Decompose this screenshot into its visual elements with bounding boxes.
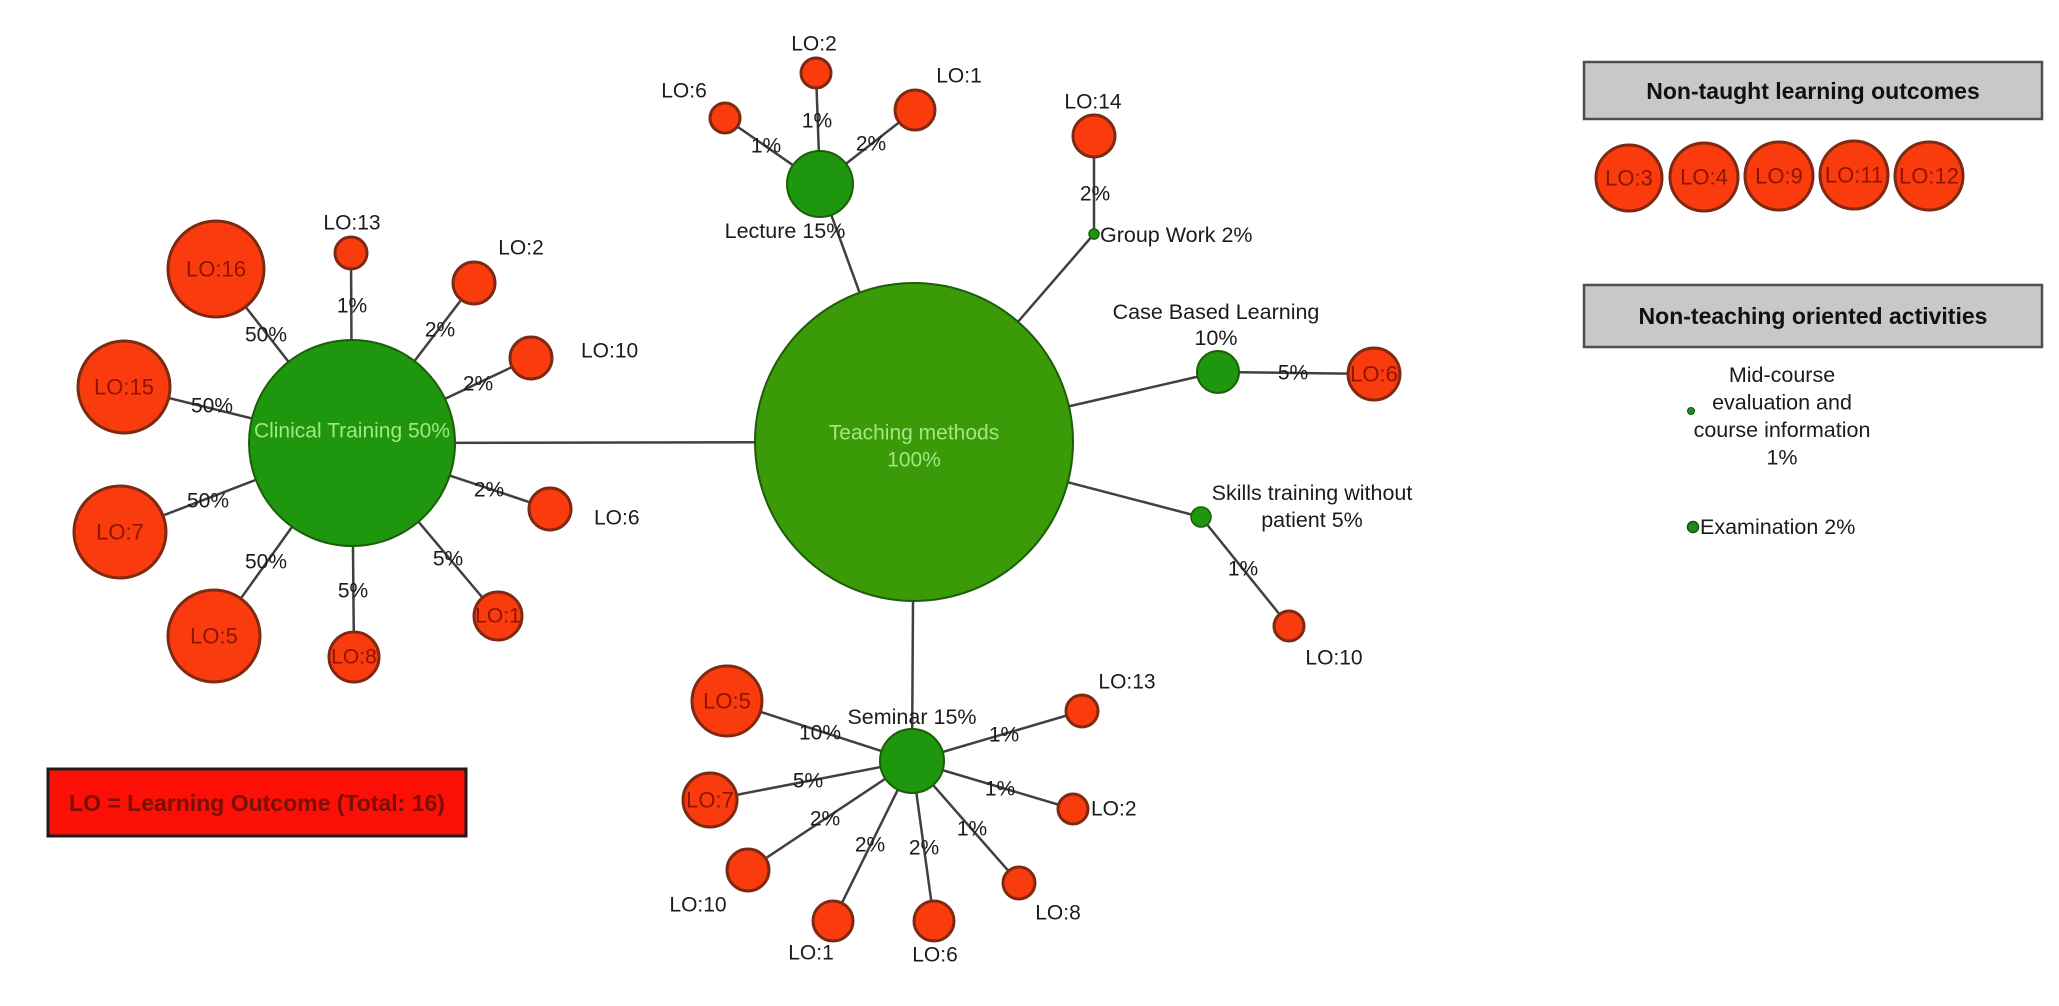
svg-text:Mid-course: Mid-course (1729, 363, 1835, 387)
svg-text:LO:3: LO:3 (1605, 166, 1653, 191)
svg-text:LO:6: LO:6 (594, 507, 640, 530)
svg-text:1%: 1% (337, 295, 367, 318)
svg-text:5%: 5% (338, 580, 368, 603)
svg-text:LO:1: LO:1 (788, 942, 834, 965)
svg-text:LO:2: LO:2 (1091, 798, 1137, 821)
svg-text:Skills training without: Skills training without (1212, 481, 1413, 505)
svg-text:2%: 2% (810, 808, 840, 831)
svg-text:1%: 1% (957, 818, 987, 841)
svg-text:LO:5: LO:5 (190, 624, 238, 649)
svg-text:Non-taught learning outcomes: Non-taught learning outcomes (1646, 78, 1980, 104)
svg-text:Seminar 15%: Seminar 15% (847, 705, 976, 729)
svg-text:2%: 2% (425, 319, 455, 342)
svg-text:Group Work 2%: Group Work 2% (1100, 223, 1253, 247)
svg-text:2%: 2% (909, 837, 939, 860)
svg-text:2%: 2% (1080, 183, 1110, 206)
svg-text:Case Based Learning: Case Based Learning (1113, 300, 1320, 324)
svg-text:Non-teaching oriented activiti: Non-teaching oriented activities (1639, 303, 1988, 329)
svg-text:LO:13: LO:13 (1098, 671, 1155, 694)
svg-text:LO:2: LO:2 (791, 33, 837, 56)
svg-text:50%: 50% (245, 551, 287, 574)
svg-text:evaluation and: evaluation and (1712, 391, 1852, 415)
svg-text:1%: 1% (985, 778, 1015, 801)
svg-text:LO = Learning Outcome (Total:: LO = Learning Outcome (Total: 16) (69, 790, 445, 816)
svg-text:LO:11: LO:11 (1825, 163, 1883, 188)
svg-text:LO:7: LO:7 (686, 788, 734, 813)
svg-text:Lecture 15%: Lecture 15% (725, 219, 846, 243)
svg-text:LO:12: LO:12 (1899, 164, 1959, 189)
svg-text:5%: 5% (433, 548, 463, 571)
svg-text:LO:5: LO:5 (703, 689, 751, 714)
svg-text:50%: 50% (245, 324, 287, 347)
svg-text:5%: 5% (793, 770, 823, 793)
svg-text:LO:6: LO:6 (1350, 362, 1398, 387)
svg-text:LO:1: LO:1 (936, 65, 982, 88)
svg-text:patient 5%: patient 5% (1261, 508, 1363, 532)
svg-text:LO:1: LO:1 (475, 605, 521, 628)
svg-text:2%: 2% (855, 834, 885, 857)
svg-text:100%: 100% (887, 449, 941, 472)
svg-text:LO:6: LO:6 (661, 80, 707, 103)
svg-text:1%: 1% (1766, 446, 1797, 470)
svg-text:LO:6: LO:6 (912, 944, 958, 967)
svg-text:LO:15: LO:15 (94, 375, 154, 400)
svg-text:1%: 1% (802, 110, 832, 133)
svg-text:LO:8: LO:8 (1035, 902, 1081, 925)
svg-text:Clinical Training 50%: Clinical Training 50% (254, 420, 450, 443)
svg-text:Examination 2%: Examination 2% (1700, 515, 1855, 539)
svg-text:2%: 2% (856, 133, 886, 156)
svg-text:LO:16: LO:16 (186, 257, 246, 282)
svg-text:LO:2: LO:2 (498, 237, 544, 260)
svg-text:LO:4: LO:4 (1680, 165, 1728, 190)
svg-text:LO:10: LO:10 (1305, 647, 1362, 670)
svg-text:LO:14: LO:14 (1064, 91, 1122, 114)
svg-text:2%: 2% (463, 373, 493, 396)
svg-text:10%: 10% (1194, 326, 1237, 350)
svg-text:LO:7: LO:7 (96, 520, 144, 545)
svg-text:10%: 10% (799, 722, 841, 745)
svg-text:LO:10: LO:10 (669, 894, 726, 917)
svg-text:50%: 50% (191, 395, 233, 418)
svg-text:LO:10: LO:10 (581, 340, 638, 363)
svg-text:1%: 1% (751, 135, 781, 158)
svg-text:1%: 1% (1228, 558, 1258, 581)
svg-text:Teaching methods: Teaching methods (829, 422, 999, 445)
svg-text:LO:8: LO:8 (331, 646, 377, 669)
svg-text:5%: 5% (1278, 362, 1308, 385)
svg-text:course information: course information (1694, 418, 1871, 442)
svg-text:LO:9: LO:9 (1755, 164, 1803, 189)
svg-text:50%: 50% (187, 490, 229, 513)
svg-text:1%: 1% (989, 724, 1019, 747)
svg-text:2%: 2% (474, 479, 504, 502)
svg-text:LO:13: LO:13 (323, 212, 380, 235)
